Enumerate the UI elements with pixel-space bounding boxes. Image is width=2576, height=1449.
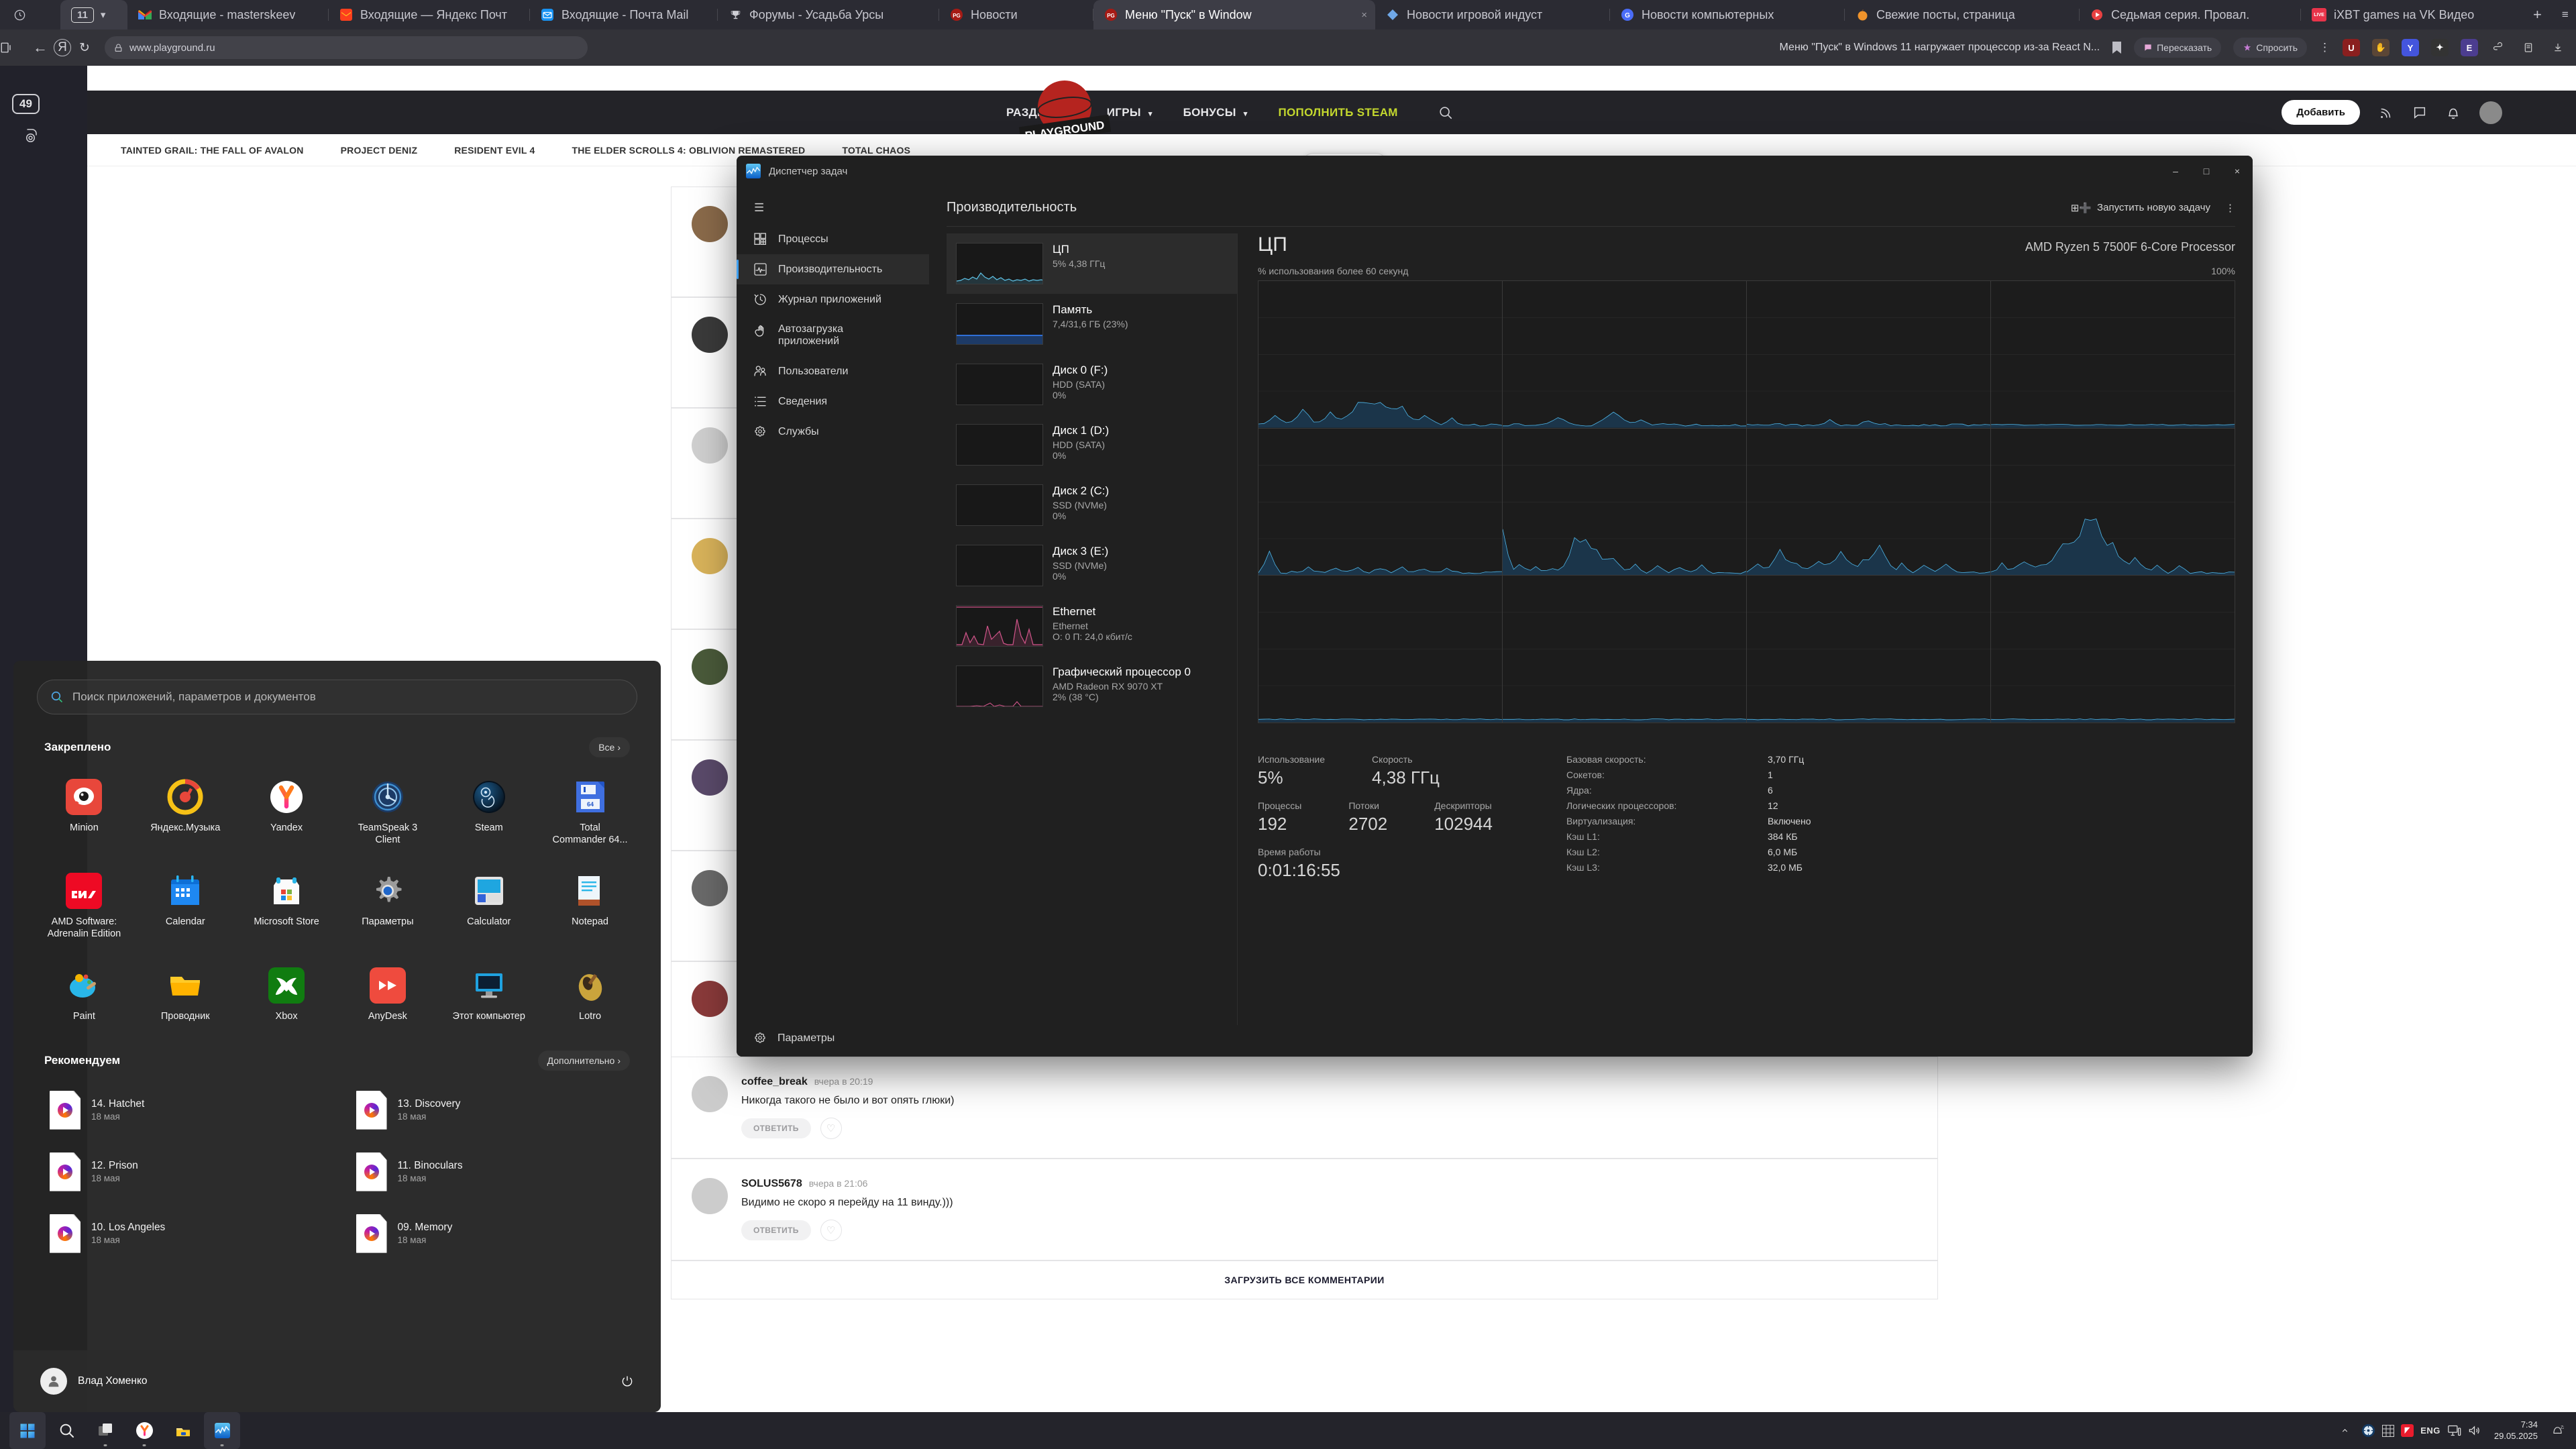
svg-text:G: G xyxy=(1625,12,1630,19)
svg-text:Zz: Zz xyxy=(2561,1426,2564,1430)
svg-text:64: 64 xyxy=(587,801,594,808)
svg-text:PG: PG xyxy=(953,13,961,19)
svg-text:PG: PG xyxy=(1107,13,1115,19)
